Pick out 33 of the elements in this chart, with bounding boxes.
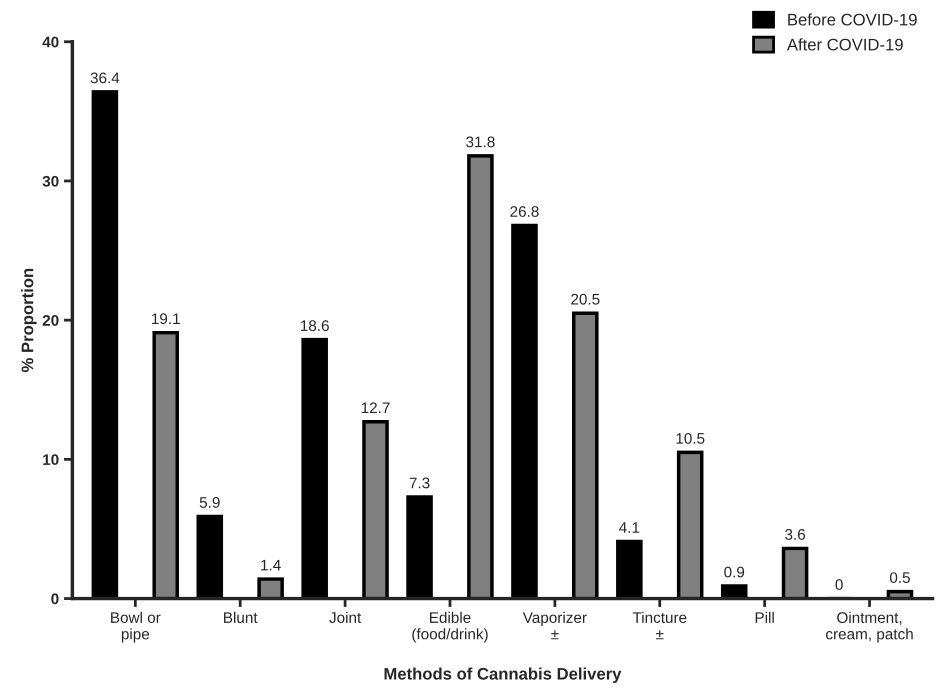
- x-tick-label: Edible (food/drink): [412, 612, 488, 642]
- data-label: 31.8: [466, 136, 495, 148]
- data-label: 0: [835, 579, 843, 590]
- x-tick-label: Tincture ±: [632, 612, 686, 640]
- x-tick-label: Blunt: [224, 612, 258, 623]
- data-label: 18.6: [300, 320, 329, 332]
- x-axis-title: Methods of Cannabis Delivery: [384, 667, 622, 683]
- data-label: 10.5: [676, 433, 704, 444]
- data-label: 7.3: [410, 478, 430, 488]
- y-tick-label: 10: [43, 454, 59, 466]
- y-tick-label: 20: [42, 315, 59, 326]
- x-tick-label: Bowl or pipe: [111, 612, 161, 642]
- data-label: 0.9: [724, 566, 744, 578]
- legend-label: Before COVID-19: [788, 13, 917, 26]
- x-tick-label: Pill: [756, 612, 774, 623]
- data-label: 36.4: [90, 72, 120, 84]
- y-axis-title: % Proportion: [21, 268, 37, 372]
- data-label: 12.7: [362, 402, 390, 414]
- data-label: 0.5: [890, 572, 910, 584]
- data-label: 26.8: [510, 206, 539, 217]
- data-label: 19.1: [152, 313, 180, 324]
- x-tick-label: Ointment, cream, patch: [826, 612, 913, 642]
- x-tick-label: Vaporizer ±: [522, 612, 587, 640]
- y-tick-label: 0: [51, 593, 59, 604]
- data-label: 5.9: [200, 497, 220, 508]
- data-label: 3.6: [785, 529, 806, 540]
- legend-label: After COVID-19: [786, 38, 903, 51]
- data-label: 1.4: [261, 560, 281, 570]
- y-tick-label: 30: [42, 176, 59, 187]
- data-label: 4.1: [619, 522, 640, 533]
- data-label: 20.5: [571, 294, 600, 305]
- y-tick-label: 40: [42, 36, 59, 48]
- x-tick-label: Joint: [329, 612, 362, 623]
